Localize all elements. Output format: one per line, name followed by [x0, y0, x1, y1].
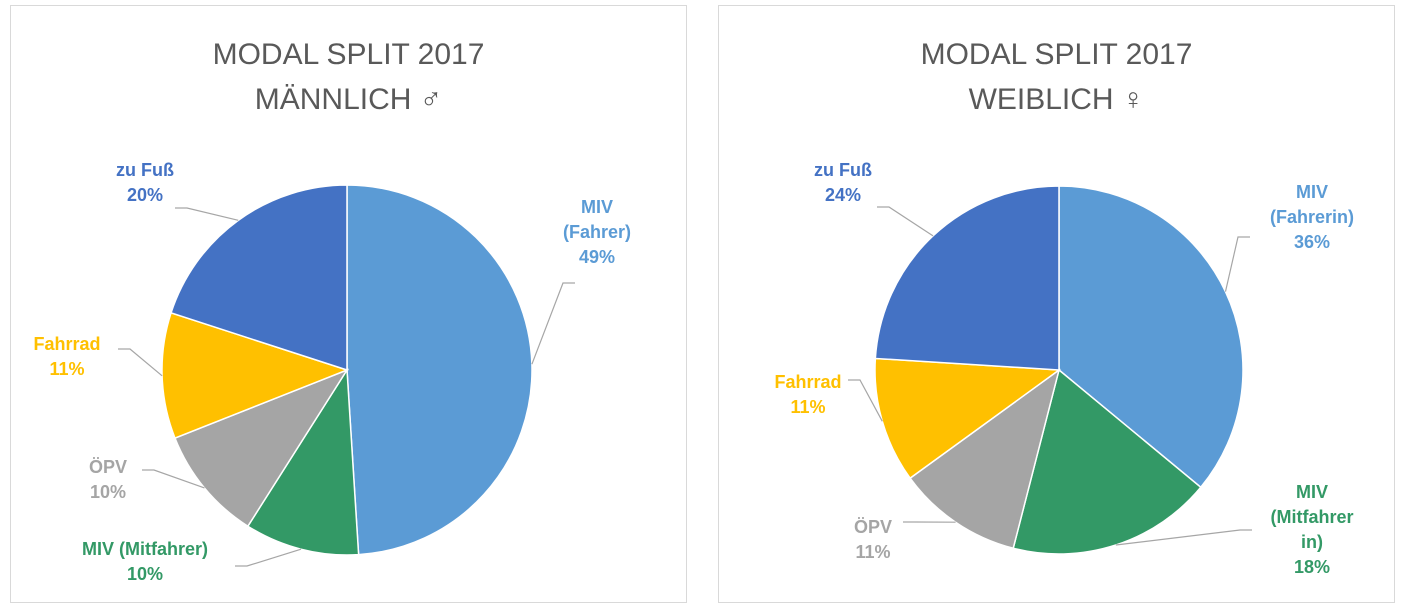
category-label: MIV (Fahrerin) [1269, 182, 1355, 227]
data-label: ÖPV 11% [854, 515, 892, 565]
chart-panel: MODAL SPLIT 2017 WEIBLICH ♀ [718, 5, 1395, 603]
leader-line [235, 548, 302, 567]
category-label: zu Fuß [116, 160, 174, 180]
leader-line [118, 348, 163, 377]
category-label: MIV (Mitfahrer in) [1270, 482, 1354, 552]
pie-slice [874, 185, 1060, 371]
data-label: MIV (Fahrer) 49% [563, 195, 631, 270]
chart-subtitle: WEIBLICH ♀ [968, 83, 1145, 116]
category-label: ÖPV [853, 517, 893, 537]
value-label: 10% [89, 482, 127, 502]
leader-line [848, 379, 883, 422]
leader-line [142, 469, 205, 489]
leader-line [877, 206, 934, 237]
value-label: 49% [578, 247, 616, 267]
value-label: 11% [855, 542, 891, 562]
pie-slice [174, 368, 349, 528]
data-label: MIV (Mitfahrer in) 18% [1270, 480, 1353, 580]
leader-line [531, 282, 575, 365]
leader-line [1224, 236, 1250, 292]
data-label: zu Fuß 20% [116, 158, 174, 208]
value-label: 11% [790, 397, 826, 417]
chart-panel: MODAL SPLIT 2017 MÄNNLICH ♂ [10, 5, 687, 603]
category-label: ÖPV [88, 457, 128, 477]
category-label: MIV (Mitfahrer) [82, 539, 208, 559]
chart-title: MODAL SPLIT 2017 [920, 38, 1193, 71]
pie-slice [161, 311, 350, 440]
data-label: zu Fuß 24% [814, 158, 872, 208]
pie-slice [346, 184, 533, 556]
value-label: 11% [49, 359, 85, 379]
pie-slice [170, 184, 348, 372]
data-label: MIV (Fahrerin) 36% [1270, 180, 1354, 255]
data-label: MIV (Mitfahrer) 10% [82, 537, 208, 587]
leader-line [175, 207, 239, 221]
category-label: zu Fuß [814, 160, 872, 180]
value-label: 24% [824, 185, 862, 205]
value-label: 10% [126, 564, 164, 584]
pie-slice [874, 357, 1062, 480]
leader-line [1115, 529, 1252, 546]
data-label: ÖPV 10% [89, 455, 127, 505]
chart-subtitle: MÄNNLICH ♂ [254, 83, 443, 116]
pie-slice [1058, 185, 1244, 489]
value-label: 20% [126, 185, 164, 205]
data-label: Fahrrad 11% [33, 332, 100, 382]
category-label: Fahrrad [774, 372, 842, 392]
pie-slice [246, 367, 360, 556]
category-label: MIV (Fahrer) [562, 197, 632, 242]
pie-slice [1012, 368, 1202, 555]
data-label: Fahrrad 11% [774, 370, 841, 420]
chart-title: MODAL SPLIT 2017 [212, 38, 485, 71]
value-label: 18% [1293, 557, 1331, 577]
category-label: Fahrrad [33, 334, 101, 354]
value-label: 36% [1293, 232, 1331, 252]
